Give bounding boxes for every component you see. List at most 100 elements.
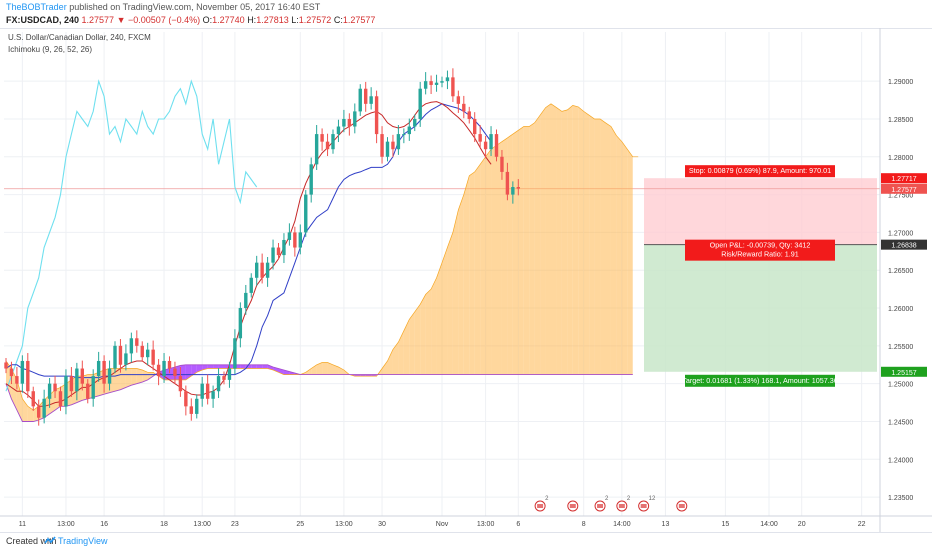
candle-body: [86, 383, 90, 399]
chart-header: TheBOBTrader published on TradingView.co…: [0, 0, 932, 29]
candle: [135, 330, 139, 353]
candle: [15, 367, 19, 390]
open-value: 1.27740: [212, 15, 245, 25]
cloud-segment: [382, 360, 388, 375]
candle: [200, 376, 204, 407]
candle-body: [42, 398, 46, 418]
cloud-segment: [262, 364, 268, 369]
event-flag-icon: 2: [594, 496, 609, 512]
candle-body: [80, 368, 84, 384]
candle: [26, 353, 30, 399]
y-tick-label: 1.28500: [888, 117, 913, 124]
candle-body: [47, 383, 52, 399]
chikou-span-line: [5, 79, 258, 392]
candle-body: [456, 96, 461, 104]
candle: [483, 135, 488, 159]
cloud-segment: [120, 368, 126, 390]
target-info-text: Target: 0.01681 (1.33%) 168.1, Amount: 1…: [682, 376, 837, 385]
candle: [167, 356, 172, 374]
time-axis: 11 13:00 16 18 13:00 23 25 13:00 30 Nov 13:00 6 8 14:…: [0, 515, 932, 528]
y-tick-label: 1.24500: [888, 419, 913, 426]
candle: [391, 134, 395, 158]
indicator-label[interactable]: Ichimoku (9, 26, 52, 26): [8, 45, 93, 54]
candle-body: [113, 345, 117, 369]
candle: [423, 72, 428, 95]
candle-body: [418, 88, 422, 119]
candle-body: [325, 141, 330, 150]
candle: [260, 253, 264, 284]
x-tick-label: 14:00: [760, 521, 778, 528]
flag-mark: [597, 504, 604, 508]
candle-body: [462, 103, 466, 112]
candle: [494, 129, 499, 162]
x-tick-label: 16: [100, 521, 108, 528]
cloud-segment: [436, 262, 442, 375]
cloud-segment: [529, 122, 535, 375]
y-tick-label: 1.26500: [888, 268, 913, 275]
cloud-segment: [392, 342, 399, 375]
candle-body: [184, 391, 188, 407]
candle: [325, 133, 330, 157]
cloud-segment: [420, 294, 426, 375]
candle: [287, 223, 292, 246]
cloud-segment: [561, 109, 568, 375]
candle-body: [75, 368, 79, 392]
cloud-segment: [398, 330, 404, 375]
candle: [249, 273, 253, 298]
author-name[interactable]: TheBOBTrader: [6, 2, 67, 12]
cloud-segment: [605, 122, 611, 375]
candle: [227, 361, 232, 388]
price-chart[interactable]: Stop: 0.00879 (0.69%) 87.9, Amount: 970.…: [0, 28, 932, 532]
cloud-segment: [469, 171, 475, 375]
candle-body: [162, 360, 166, 377]
last-price: 1.27577: [81, 15, 115, 25]
candle-body: [91, 376, 95, 399]
event-flag-icon: 2: [616, 496, 631, 512]
candle-body: [37, 406, 41, 418]
candle: [20, 355, 25, 393]
candle: [271, 239, 275, 270]
tradingview-brand[interactable]: TradingView: [58, 536, 108, 546]
published-text: published on TradingView.com, November 0…: [69, 2, 321, 12]
cloud-segment: [567, 105, 573, 375]
candles: [4, 68, 520, 426]
candle: [516, 179, 520, 196]
x-tick-label: 13:00: [193, 521, 211, 528]
symbol-name: FX:USDCAD, 240: [6, 15, 80, 25]
cloud-segment: [125, 368, 132, 388]
cloud-segment: [556, 107, 562, 375]
x-tick-label: 6: [516, 521, 520, 528]
candle: [42, 389, 46, 424]
flag-mark: [618, 504, 625, 508]
candle: [434, 74, 439, 92]
candle-body: [102, 360, 106, 384]
cloud-segment: [545, 103, 551, 375]
candle-body: [396, 134, 401, 150]
candle-body: [293, 232, 297, 248]
cloud-segment: [458, 194, 464, 375]
candle-body: [380, 134, 384, 157]
candle-body: [118, 345, 123, 365]
candle: [418, 81, 422, 127]
cloud-segment: [491, 145, 497, 375]
candle-body: [64, 376, 68, 407]
candle-body: [423, 81, 428, 89]
cloud-segment: [425, 289, 432, 375]
candle-body: [298, 232, 302, 248]
cloud-segment: [447, 232, 453, 375]
close-value: 1.27577: [342, 15, 376, 25]
candle: [293, 226, 297, 257]
cloud-segment: [22, 398, 28, 422]
candle: [162, 353, 166, 383]
candle: [440, 76, 444, 88]
candle: [456, 90, 461, 113]
cloud-segment: [409, 311, 415, 375]
cloud-segment: [142, 370, 148, 383]
candle: [233, 329, 237, 375]
candle-body: [336, 126, 341, 135]
cloud-segment: [512, 130, 519, 375]
candle: [467, 106, 471, 124]
cloud-segment: [485, 149, 492, 375]
low-value: 1.27572: [298, 15, 332, 25]
candle: [255, 255, 259, 286]
